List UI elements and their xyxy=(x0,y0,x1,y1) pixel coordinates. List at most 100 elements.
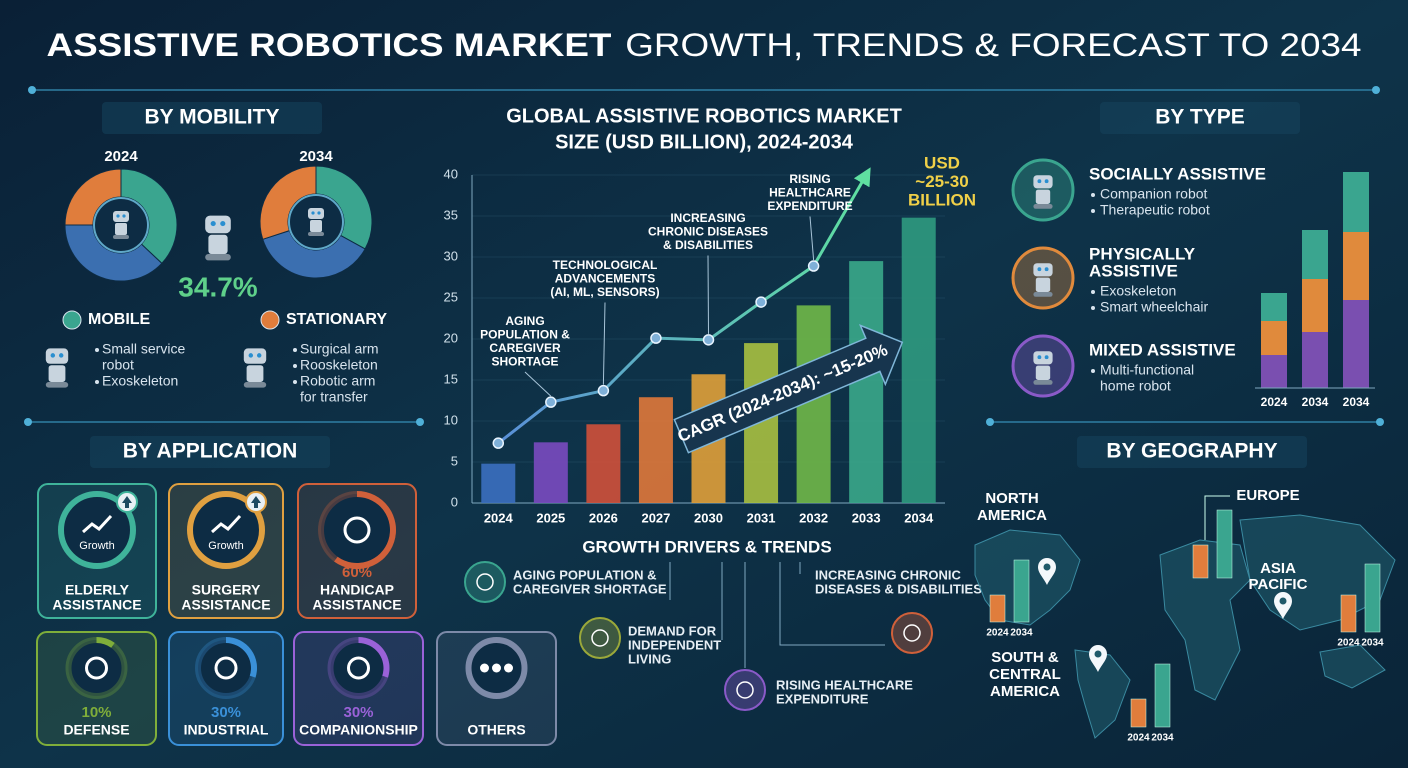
tile-icon xyxy=(343,516,371,544)
robot-eye xyxy=(1037,179,1042,184)
year-label: 2024 xyxy=(1337,638,1360,649)
bullet-text: Therapeutic robot xyxy=(1100,202,1210,218)
up-arrow xyxy=(122,496,132,508)
x-tick-label: 2032 xyxy=(799,510,828,525)
stacked-segment xyxy=(1343,172,1369,232)
region-name: EUROPE xyxy=(1236,487,1299,504)
map-pin-hole xyxy=(1043,563,1051,571)
dots-icon xyxy=(492,663,501,673)
map-land xyxy=(1319,644,1386,689)
bullet-text: Smart wheelchair xyxy=(1100,299,1208,315)
robot-body xyxy=(1035,277,1051,292)
robot-eye xyxy=(256,353,262,358)
driver-text: DISEASES & DISABILITIES xyxy=(815,581,982,596)
region-name: SOUTH & xyxy=(991,649,1059,666)
growth-icon xyxy=(211,514,242,534)
y-tick-label: 40 xyxy=(444,166,458,181)
tile-ring-value xyxy=(96,637,115,648)
x-tick-label: 2030 xyxy=(694,510,723,525)
region-bar xyxy=(1340,594,1357,633)
bullet xyxy=(1091,193,1095,197)
legend-dot xyxy=(260,310,280,330)
type-name: ASSISTIVE xyxy=(1089,261,1178,280)
trend-point xyxy=(492,437,505,449)
year-label: 2034 xyxy=(1010,628,1033,639)
bullet xyxy=(293,348,297,352)
tile-ring-value xyxy=(358,636,390,678)
tile-icon xyxy=(347,656,370,680)
bullet-text: Exoskeleton xyxy=(1100,283,1176,299)
heading-band xyxy=(90,436,330,468)
bullet xyxy=(1091,369,1095,373)
annotation: ADVANCEMENTS xyxy=(555,272,655,286)
page-title: ASSISTIVE ROBOTICS MARKET GROWTH, TRENDS … xyxy=(47,27,1362,63)
stacked-segment xyxy=(1261,355,1287,388)
tile-label: COMPANIONSHIP xyxy=(299,722,418,738)
robot-eye xyxy=(210,221,216,227)
x-tick-label: 2027 xyxy=(641,510,670,525)
chart-title: GLOBAL ASSISTIVE ROBOTICS MARKET xyxy=(506,105,902,127)
region-name: AMERICA xyxy=(990,683,1060,700)
year-label: 2034 xyxy=(1361,638,1384,649)
callout: BILLION xyxy=(908,190,976,209)
tile-label: ASSISTANCE xyxy=(312,597,401,613)
heading-band xyxy=(1077,436,1307,468)
y-tick-label: 15 xyxy=(444,371,458,386)
x-tick-label: 2024 xyxy=(1261,395,1288,409)
divider-dot xyxy=(1376,418,1384,426)
robot-eye xyxy=(50,353,56,358)
region-name: AMERICA xyxy=(977,507,1047,524)
driver-icon xyxy=(464,561,506,603)
driver-text: AGING POPULATION & xyxy=(513,567,656,582)
legend-name: STATIONARY xyxy=(286,311,387,328)
year-label: 2024 xyxy=(1127,733,1150,744)
annotation-leader xyxy=(602,302,606,385)
robot-eye xyxy=(311,211,315,215)
type-name: SOCIALLY ASSISTIVE xyxy=(1089,164,1266,183)
stacked-segment xyxy=(1302,332,1328,388)
robot-eye xyxy=(317,211,321,215)
bullet-text: Robotic arm xyxy=(300,373,375,389)
trend-line xyxy=(497,167,871,445)
robot-base xyxy=(113,235,129,239)
bar xyxy=(586,424,621,503)
x-tick-label: 2031 xyxy=(747,510,776,525)
driver-text: INCREASING CHRONIC xyxy=(815,567,962,582)
driver-icon-core xyxy=(476,573,494,591)
robot-body xyxy=(246,365,264,382)
bar xyxy=(533,442,568,503)
robot-base xyxy=(243,382,267,388)
driver-text: CAREGIVER SHORTAGE xyxy=(513,581,667,596)
y-tick-label: 35 xyxy=(444,207,458,222)
annotation-leader xyxy=(707,255,709,334)
bullet xyxy=(1091,306,1095,310)
tile-label: SURGERY xyxy=(192,582,261,598)
robot-base xyxy=(1033,292,1053,297)
divider-dot xyxy=(416,418,424,426)
divider-dot xyxy=(28,86,36,94)
divider-dot xyxy=(986,418,994,426)
title-light: GROWTH, TRENDS & FORECAST TO 2034 xyxy=(625,27,1361,63)
robot-eye xyxy=(1044,179,1049,184)
annotation: HEALTHCARE xyxy=(769,186,851,200)
bullet-text: Multi-functional xyxy=(1100,362,1194,378)
robot-eye xyxy=(58,353,64,358)
tile-ring-value xyxy=(334,491,397,569)
tile-label: ASSISTANCE xyxy=(181,597,270,613)
bullet-text: Companion robot xyxy=(1100,186,1208,202)
dots-icon xyxy=(480,663,489,673)
x-tick-label: 2026 xyxy=(589,510,618,525)
region-name: NORTH xyxy=(985,490,1038,507)
bullet-text: Rooskeleton xyxy=(300,357,378,373)
tile-label: INDUSTRIAL xyxy=(184,722,269,738)
robot-base xyxy=(1033,380,1053,385)
robot-body xyxy=(1035,365,1051,380)
annotation: INCREASING xyxy=(670,211,745,225)
bar xyxy=(481,463,516,503)
bullet xyxy=(293,364,297,368)
bullet-text: home robot xyxy=(1100,378,1171,394)
annotation: RISING xyxy=(789,172,830,186)
x-tick-label: 2025 xyxy=(536,510,565,525)
section-heading: BY GEOGRAPHY xyxy=(1106,440,1277,463)
